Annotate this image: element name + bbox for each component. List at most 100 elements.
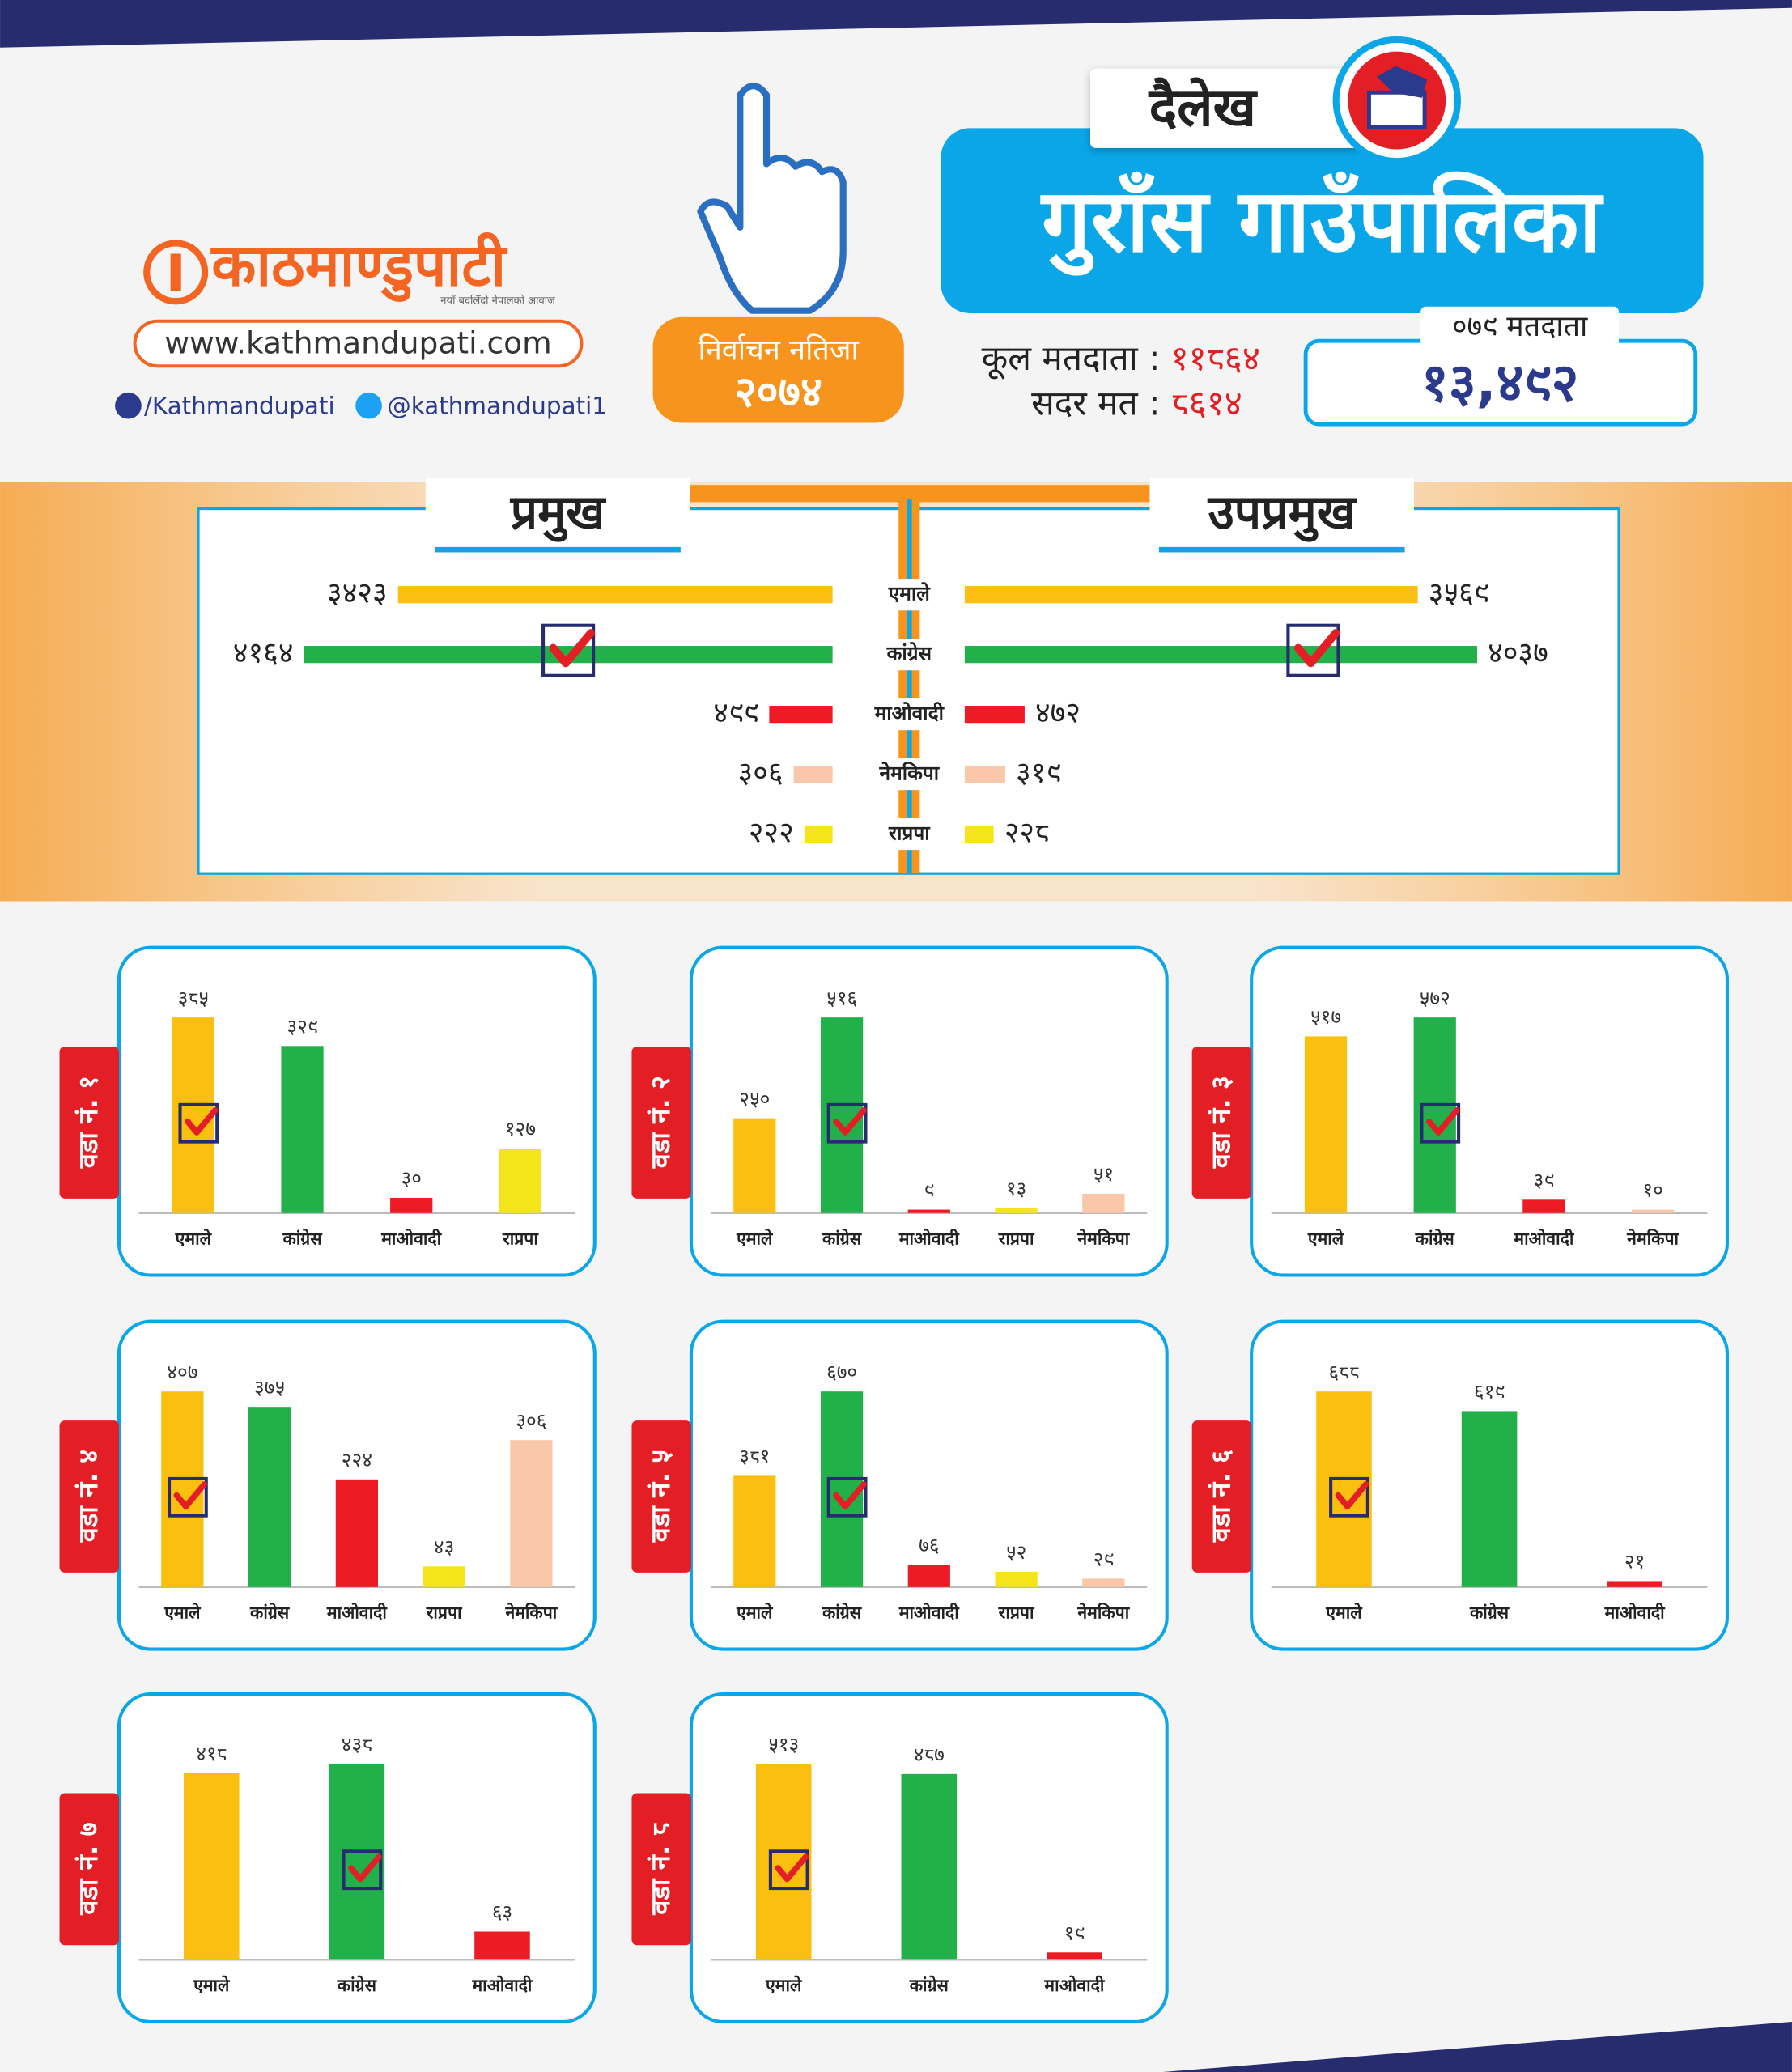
category-label: माओवादी [898,1602,960,1623]
voters-079-label-box [1420,306,1620,346]
value-label: ४०३७ [1488,637,1548,670]
badge-year: २०७४ [734,368,822,417]
district: दैलेख [1148,77,1259,138]
value-label: ३९ [1534,1168,1554,1191]
category-label: कांग्रेस [1469,1602,1510,1623]
bar [1631,1209,1675,1213]
party-label-box [859,579,960,611]
website-box [133,319,584,368]
bar [184,1773,240,1960]
district-box [1090,68,1361,148]
section-title: उपप्रमुख [1208,484,1357,542]
value-label: ४१६४ [233,637,294,670]
title-box [941,128,1704,313]
value-label: ३५६९ [1429,577,1489,610]
check-mark [348,1853,382,1883]
value-label: २२८ [1004,817,1050,850]
check-box [1420,1102,1461,1144]
bar [423,1566,465,1587]
result-badge [652,316,904,423]
logo: काठमाण्डुपाटी [210,231,507,303]
category-label: कांग्रेस [337,1975,378,1996]
category-label: राप्रपा [502,1229,539,1249]
bar [1047,1952,1102,1960]
ward-title: वडा नं. ६ [1205,1450,1236,1543]
bar [499,1149,542,1213]
category-label: माओवादी [471,1975,533,1996]
bar [804,825,833,843]
party-label: कांग्रेस [886,642,933,665]
section-underline [1158,546,1405,553]
category-label: एमाले [736,1228,774,1249]
facebook: /Kathmandupati [144,392,335,419]
ward-title: वडा नं. ८ [645,1822,676,1915]
party-label: एमाले [888,582,932,605]
party-label-box [859,698,960,731]
check-box [826,1476,868,1518]
bar [964,705,1025,724]
value-label: ४१८ [196,1742,227,1765]
total-voters-label: कूल मतदाता : [982,339,1161,380]
party-label-box [859,758,960,791]
value-label: ७६ [919,1534,939,1557]
summary-divider [907,499,912,874]
bar [901,1773,958,1960]
check-mark [1335,1481,1369,1509]
value-label: १९ [1064,1921,1085,1944]
check-box [826,1102,868,1144]
valid-votes-label: सदर मत : [1031,384,1160,424]
value-label: १० [1642,1178,1662,1202]
category-label: कांग्रेस [249,1602,291,1623]
bar [995,1208,1038,1213]
check-mark [1293,629,1340,668]
category-label: राप्रपा [998,1603,1035,1623]
value-label: ४८७ [914,1743,945,1766]
check-box [1286,623,1340,677]
value-label: २२४ [342,1448,372,1471]
check-box [178,1102,219,1144]
twitter-icon [355,392,382,419]
category-label: माओवादी [1604,1602,1666,1623]
tagline: नयाँ बदलिँदो नेपालको आवाज [440,295,555,308]
category-label: माओवादी [1043,1975,1105,1996]
bar [248,1407,291,1587]
value-label: ५१३ [768,1733,799,1756]
bar [907,1565,950,1587]
category-label: माओवादी [1513,1228,1574,1249]
value-label: ५१ [1093,1162,1114,1186]
check-mark [775,1853,809,1883]
bar [1304,1036,1348,1213]
bar [964,586,1418,604]
bar [397,586,833,604]
ward-title: वडा नं. ३ [1205,1076,1236,1169]
value-label: ३०६ [738,757,783,790]
ward-tab [1191,1047,1252,1199]
top-stripe [0,0,1792,48]
check-mark [833,1107,867,1136]
value-label: ३१९ [1016,757,1061,790]
ward-title: वडा नं. १ [73,1076,104,1169]
bar [335,1479,378,1587]
check-mark [173,1481,208,1509]
check-mark [1425,1107,1460,1136]
bar [995,1572,1038,1587]
check-mark [184,1107,219,1136]
bar [474,1931,530,1960]
category-label: कांग्रेस [822,1602,863,1623]
ward-tab [1191,1420,1252,1573]
check-box [342,1849,383,1891]
value-label: ३८५ [178,986,209,1009]
category-label: माओवादी [326,1602,388,1623]
value-label: ४९९ [713,697,758,730]
ward-title: वडा नं. ७ [73,1822,104,1915]
value-label: ३०६ [516,1408,546,1432]
bar [281,1046,324,1213]
party-label: राप्रपा [888,822,931,845]
category-label: राप्रपा [998,1229,1035,1249]
value-label: ५७२ [1420,986,1450,1009]
bar [390,1197,433,1213]
bar [964,765,1005,783]
section-title: प्रमुख [510,484,607,542]
category-label: एमाले [163,1602,202,1623]
